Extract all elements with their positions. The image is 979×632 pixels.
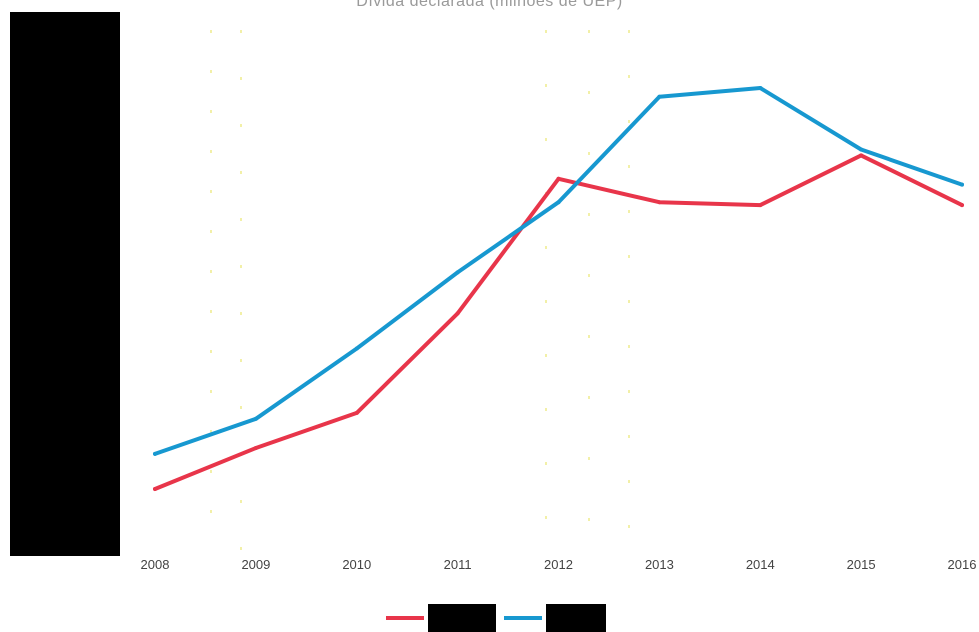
grid-dot bbox=[628, 345, 630, 348]
x-tick-label: 2011 bbox=[444, 557, 472, 572]
grid-dot bbox=[210, 310, 212, 313]
grid-dot bbox=[588, 274, 590, 277]
grid-dot bbox=[545, 30, 547, 33]
grid-dot bbox=[240, 359, 242, 362]
grid-dot bbox=[240, 77, 242, 80]
grid-dot bbox=[210, 30, 212, 33]
series-layer bbox=[153, 86, 964, 491]
series-1-point bbox=[253, 446, 258, 450]
series-1-point bbox=[354, 410, 359, 415]
grid-dot bbox=[545, 138, 547, 141]
legend bbox=[386, 604, 606, 632]
series-2-point bbox=[253, 416, 258, 421]
grid-dot bbox=[240, 547, 242, 550]
series-1-point bbox=[556, 176, 561, 181]
grid-dot bbox=[210, 150, 212, 153]
grid-dot bbox=[240, 218, 242, 221]
series-line-1 bbox=[153, 153, 964, 491]
grid-dot bbox=[545, 462, 547, 465]
legend-item-series-2[interactable] bbox=[504, 604, 606, 632]
grid-dot bbox=[545, 300, 547, 303]
x-axis-tick-labels: 2008 2009 2010 2011 2012 2013 2014 2015 2016 bbox=[141, 557, 977, 572]
grid-dot bbox=[240, 124, 242, 127]
grid-dot bbox=[210, 190, 212, 193]
grid-dot bbox=[628, 525, 630, 528]
grid-dot bbox=[210, 270, 212, 273]
series-2-point bbox=[354, 346, 359, 351]
series-1-point bbox=[657, 200, 662, 205]
grid-dot bbox=[588, 457, 590, 460]
grid-dot bbox=[210, 470, 212, 473]
series-2-point bbox=[556, 200, 561, 205]
series-2-point bbox=[455, 270, 460, 275]
grid-dot bbox=[210, 350, 212, 353]
x-tick-label: 2016 bbox=[948, 557, 977, 572]
grid-dot bbox=[628, 480, 630, 483]
grid-dot bbox=[545, 246, 547, 249]
series-2-point bbox=[960, 182, 964, 187]
grid-dot bbox=[240, 500, 242, 503]
series-2-point bbox=[859, 147, 864, 152]
grid-dot bbox=[588, 518, 590, 521]
grid-dot bbox=[628, 30, 630, 33]
grid-dot bbox=[588, 335, 590, 338]
grid-dot bbox=[588, 152, 590, 155]
grid-dot bbox=[628, 210, 630, 213]
series-1-point bbox=[859, 153, 864, 158]
grid-dot bbox=[210, 230, 212, 233]
grid-dot bbox=[240, 171, 242, 174]
series-1-point bbox=[455, 311, 460, 316]
grid-dot bbox=[210, 70, 212, 73]
series-1-point bbox=[153, 487, 157, 491]
x-tick-label: 2008 bbox=[141, 557, 170, 572]
grid-dot bbox=[240, 265, 242, 268]
grid-dot bbox=[588, 91, 590, 94]
grid-dot bbox=[210, 390, 212, 393]
grid-dot bbox=[240, 312, 242, 315]
legend-label-series-1 bbox=[428, 604, 496, 632]
legend-swatch-series-1 bbox=[386, 616, 424, 620]
y-axis-redaction bbox=[10, 12, 120, 556]
grid-dot bbox=[545, 516, 547, 519]
grid-dot bbox=[588, 396, 590, 399]
series-2-point bbox=[153, 451, 157, 456]
grid-dot bbox=[628, 300, 630, 303]
legend-label-series-2 bbox=[546, 604, 606, 632]
series-1-point bbox=[960, 203, 964, 208]
grid-dot bbox=[628, 75, 630, 78]
grid-dot bbox=[628, 255, 630, 258]
grid-dot bbox=[240, 30, 242, 33]
chart-title: Dívida declarada (milhões de UEP) bbox=[356, 0, 623, 10]
x-tick-label: 2013 bbox=[645, 557, 674, 572]
x-tick-label: 2014 bbox=[746, 557, 775, 572]
grid-dot bbox=[628, 390, 630, 393]
grid-dot bbox=[240, 406, 242, 409]
grid-dot bbox=[628, 120, 630, 123]
grid-dot bbox=[588, 213, 590, 216]
x-tick-label: 2010 bbox=[342, 557, 371, 572]
series-2-point bbox=[758, 86, 763, 90]
x-tick-label: 2009 bbox=[241, 557, 270, 572]
grid-dot bbox=[628, 165, 630, 168]
series-line-2 bbox=[153, 86, 964, 456]
grid-dot bbox=[210, 110, 212, 113]
grid-dot bbox=[545, 84, 547, 87]
series-2-point bbox=[657, 94, 662, 99]
grid-dots bbox=[210, 30, 630, 550]
x-tick-label: 2012 bbox=[544, 557, 573, 572]
grid-dot bbox=[545, 408, 547, 411]
grid-dot bbox=[628, 435, 630, 438]
grid-dot bbox=[210, 510, 212, 513]
grid-dot bbox=[588, 30, 590, 33]
grid-dot bbox=[545, 354, 547, 357]
grid-dot bbox=[210, 430, 212, 433]
series-1-point bbox=[758, 203, 763, 208]
legend-item-series-1[interactable] bbox=[386, 604, 496, 632]
legend-swatch-series-2 bbox=[504, 616, 542, 620]
x-tick-label: 2015 bbox=[847, 557, 876, 572]
